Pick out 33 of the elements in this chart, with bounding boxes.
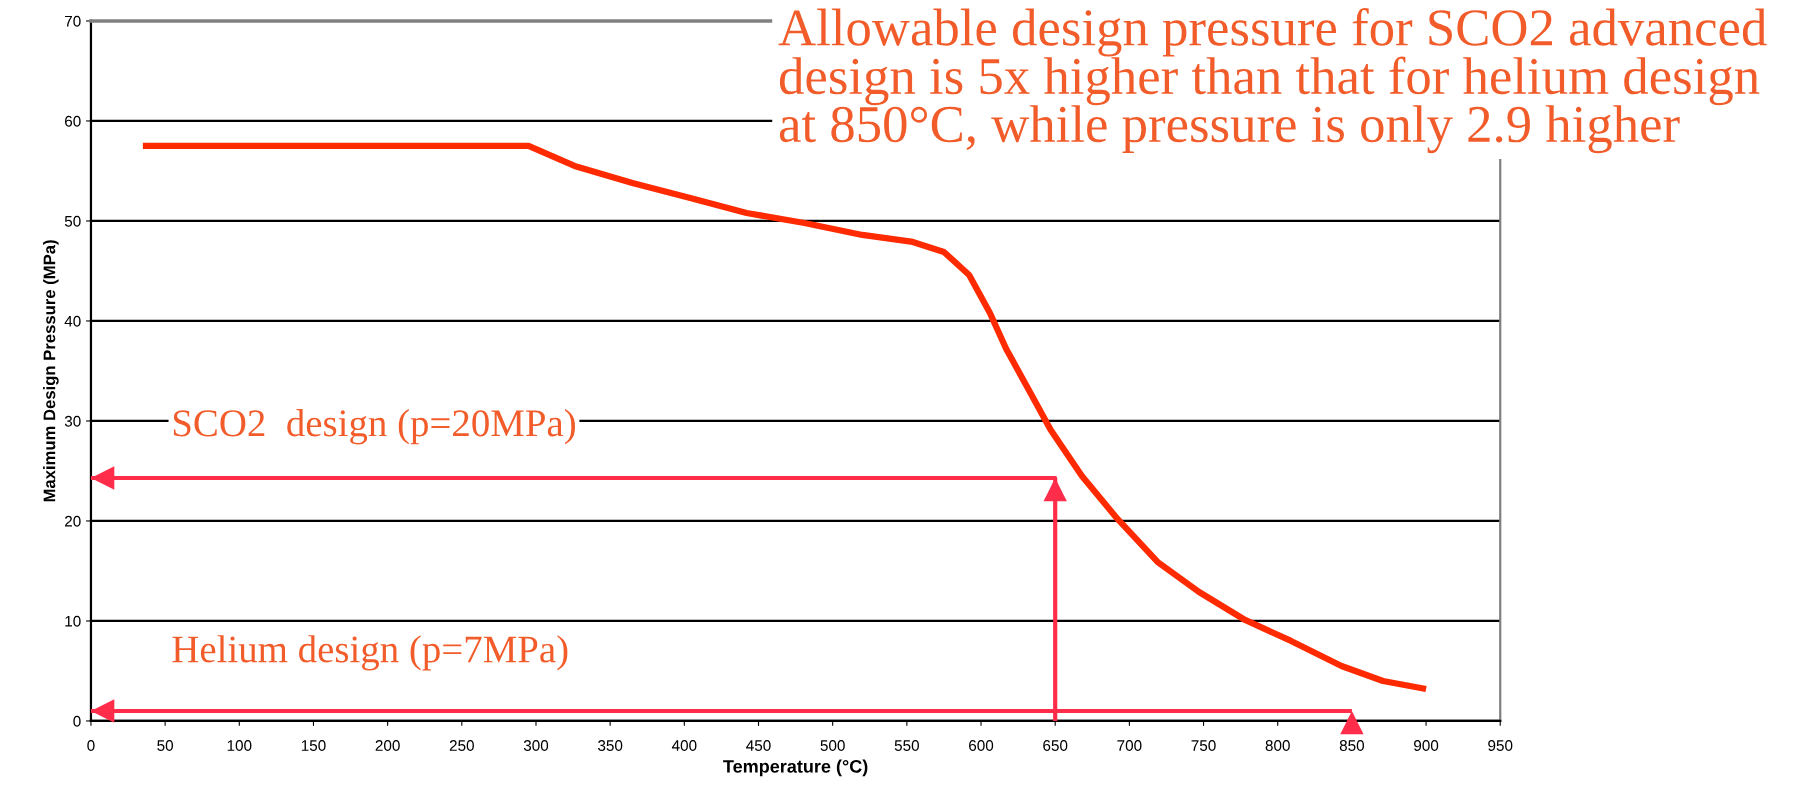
y-axis-title: Maximum Design Pressure (MPa) — [43, 240, 59, 502]
x-tick-label: 600 — [969, 740, 994, 751]
x-tick-label: 450 — [746, 740, 771, 751]
y-tick-label: 60 — [65, 115, 81, 127]
y-tick-label: 40 — [64, 315, 81, 327]
x-tick-label: 950 — [1488, 740, 1513, 751]
x-tick-label: 850 — [1339, 740, 1365, 751]
y-tick-label: 20 — [65, 515, 81, 527]
y-tick-label: 30 — [64, 415, 81, 427]
x-tick-label: 150 — [301, 740, 326, 751]
x-tick-label: 0 — [87, 740, 95, 751]
x-tick-label: 700 — [1117, 740, 1142, 751]
annotation: Allowable design pressure for SCO2 advanced design is 5x higher than that for helium design at 850°C, while pressure is only 2.9 higher — [778, 8, 1767, 154]
x-tick-label: 400 — [671, 740, 697, 751]
x-axis-title: Temperature (°C) — [723, 759, 868, 777]
x-tick-label: 650 — [1043, 740, 1068, 751]
y-tick-label: 50 — [64, 215, 81, 227]
x-tick-label: 300 — [523, 740, 549, 751]
x-tick-label: 250 — [449, 740, 474, 751]
annotation: SCO2 design (p=20MPa) — [173, 409, 575, 445]
x-tick-label: 500 — [820, 740, 845, 751]
y-tick-label: 10 — [65, 615, 81, 627]
x-tick-label: 550 — [894, 740, 919, 751]
x-tick-label: 200 — [375, 740, 400, 751]
y-tick-label: 70 — [65, 15, 81, 27]
x-tick-label: 50 — [157, 740, 174, 751]
annotation: Helium design (p=7MPa) — [172, 635, 568, 671]
x-tick-label: 900 — [1414, 740, 1439, 751]
y-tick-label: 0 — [73, 715, 81, 727]
x-tick-label: 100 — [227, 740, 252, 751]
x-tick-label: 350 — [598, 740, 623, 751]
x-tick-label: 800 — [1265, 740, 1290, 751]
x-tick-label: 750 — [1191, 740, 1216, 751]
